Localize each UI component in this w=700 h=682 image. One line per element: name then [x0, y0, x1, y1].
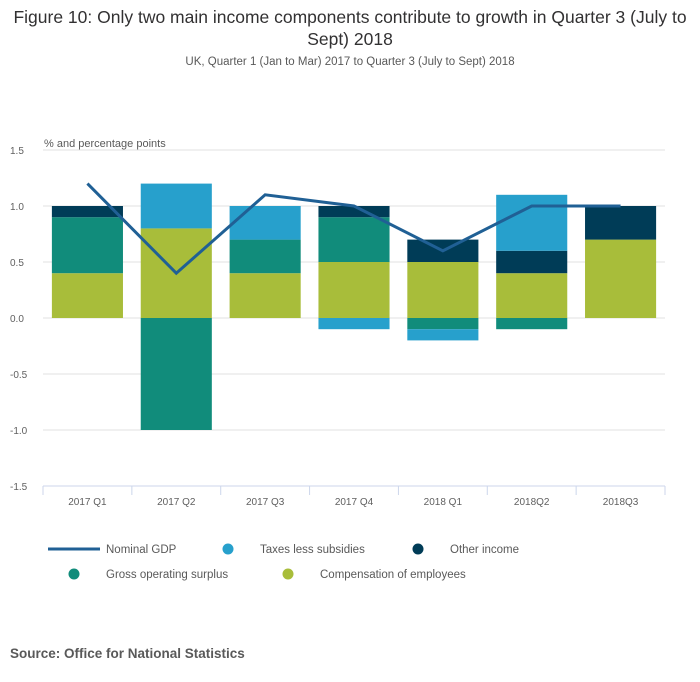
chart-subtitle: UK, Quarter 1 (Jan to Mar) 2017 to Quart… [185, 56, 515, 68]
bar-taxes-less-subsidies [140, 183, 212, 229]
y-tick-label: 1.0 [10, 202, 24, 213]
bar-gross-operating-surplus [51, 217, 123, 274]
source-note: Source: Office for National Statistics [10, 646, 245, 661]
bar-compensation-of-employees [496, 273, 568, 318]
chart-plot: % and percentage points 1.5 1.0 0.5 0.0 -0.5… [10, 138, 666, 581]
bar-compensation-of-employees [318, 262, 390, 318]
bar-taxes-less-subsidies [229, 206, 301, 240]
x-tick-label: 2017 Q4 [335, 497, 374, 508]
bar-gross-operating-surplus [407, 318, 479, 330]
y-tick-label: 0.0 [10, 314, 24, 325]
line-nominal-gdp [86, 182, 621, 276]
bar-compensation-of-employees [229, 273, 301, 318]
bar-other-income [585, 206, 657, 240]
bar-compensation-of-employees [585, 239, 657, 318]
x-tick-label: 2017 Q2 [157, 497, 196, 508]
legend-item-label: Other income [450, 544, 519, 556]
x-tick-label: 2017 Q1 [68, 497, 107, 508]
y-tick-label: 1.5 [10, 146, 24, 157]
bar-taxes-less-subsidies [407, 329, 479, 341]
bar-other-income [318, 206, 390, 218]
legend-item-label: Taxes less subsidies [260, 544, 365, 556]
y-tick-label: -1.5 [10, 482, 28, 493]
bar-other-income [51, 206, 123, 218]
bar-compensation-of-employees [407, 262, 479, 318]
legend-dot-icon [282, 568, 294, 580]
legend-item-label: Compensation of employees [320, 569, 466, 581]
bar-other-income [496, 250, 568, 274]
bar-taxes-less-subsidies [318, 318, 390, 330]
y-tick-label: 0.5 [10, 258, 24, 269]
bar-gross-operating-surplus [140, 318, 212, 430]
legend-dot-icon [68, 568, 80, 580]
x-tick-label: 2018Q3 [603, 497, 639, 508]
x-tick-label: 2017 Q3 [246, 497, 285, 508]
y-tick-label: -1.0 [10, 426, 28, 437]
legend-dot-icon [222, 543, 234, 555]
y-tick-label: -0.5 [10, 370, 28, 381]
bar-gross-operating-surplus [318, 217, 390, 262]
x-tick-label: 2018 Q1 [424, 497, 463, 508]
bar-gross-operating-surplus [496, 318, 568, 330]
legend-item-label: Gross operating surplus [106, 569, 228, 581]
bar-gross-operating-surplus [229, 239, 301, 274]
y-axis-label: % and percentage points [44, 138, 166, 150]
chart-title: Figure 10: Only two main income componen… [13, 7, 687, 49]
bar-taxes-less-subsidies [496, 194, 568, 251]
bar-compensation-of-employees [51, 273, 123, 318]
legend-dot-icon [412, 543, 424, 555]
legend-item-label: Nominal GDP [106, 544, 177, 556]
x-tick-label: 2018Q2 [514, 497, 550, 508]
